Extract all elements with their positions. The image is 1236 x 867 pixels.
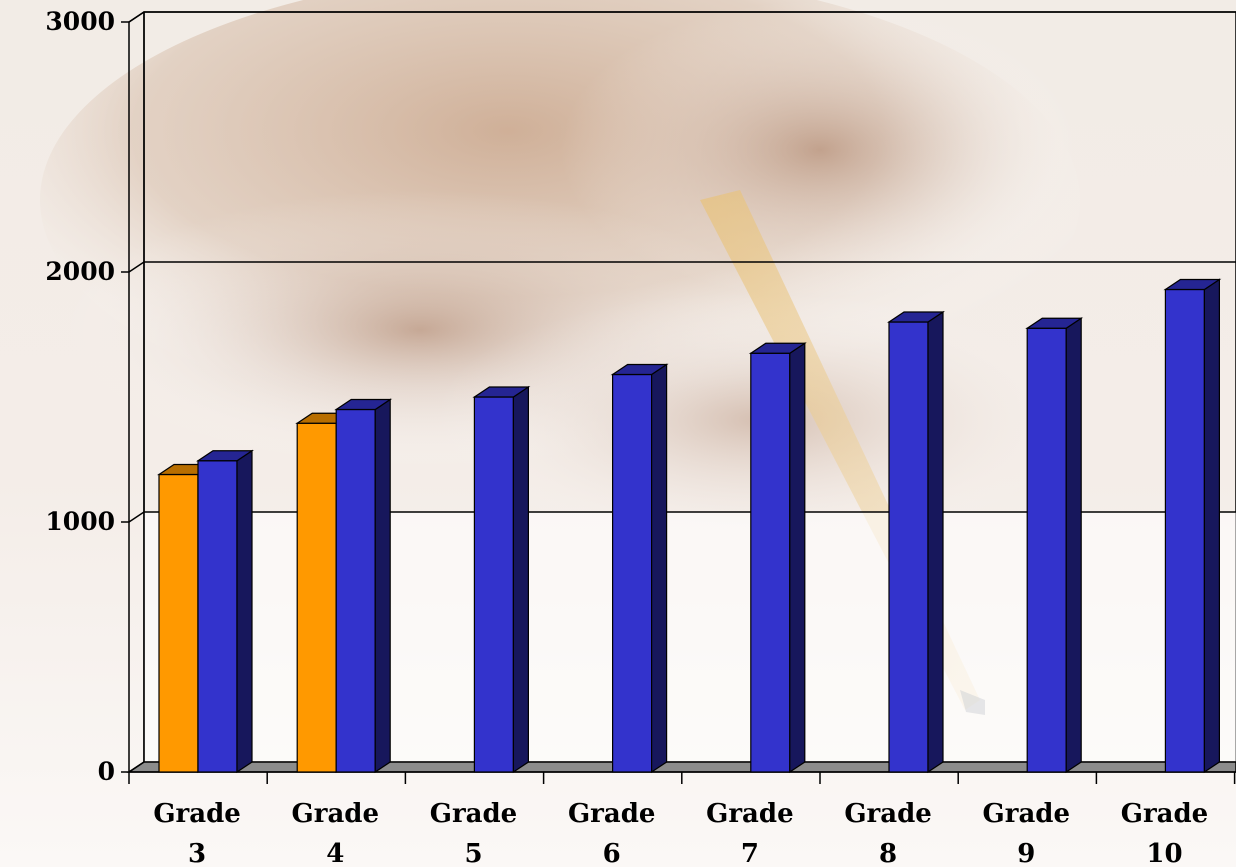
bar-front xyxy=(158,473,199,773)
x-tick-label-line: 10 xyxy=(1146,839,1182,867)
bar-side xyxy=(927,310,944,774)
x-tick-label-line: 4 xyxy=(326,839,344,867)
bar xyxy=(334,398,393,774)
y-tick-label: 1000 xyxy=(45,507,115,536)
bar-top xyxy=(334,398,393,411)
bar-top xyxy=(610,363,669,376)
bar-top xyxy=(1163,278,1222,291)
x-tick-label-line: 3 xyxy=(188,839,206,867)
x-tick-label-line: Grade xyxy=(153,799,240,829)
x-tick-label-line: 6 xyxy=(603,839,621,867)
bar-side xyxy=(1203,278,1221,774)
bar-top xyxy=(748,342,807,354)
bar xyxy=(887,310,945,774)
y-tick-label: 2000 xyxy=(45,257,115,286)
y-tick-depth xyxy=(128,261,145,273)
bar-front xyxy=(296,422,337,773)
y-tick-depth xyxy=(128,511,145,523)
bar-side xyxy=(236,449,253,774)
bar xyxy=(1025,317,1084,774)
x-tick-label: Grade 3 xyxy=(153,799,240,867)
x-tick-label: Grade 5 xyxy=(430,799,517,867)
x-tick-label-line: Grade xyxy=(430,799,517,829)
x-tick-label-line: Grade xyxy=(292,799,379,829)
bar xyxy=(610,363,669,774)
x-tick-label: Grade 7 xyxy=(706,799,793,867)
x-tick-label: Grade 8 xyxy=(844,799,931,867)
bar-top xyxy=(1025,317,1084,329)
bar-top xyxy=(196,450,254,462)
bar-side xyxy=(374,398,391,774)
x-tick-label-line: Grade xyxy=(568,799,655,829)
bar-front xyxy=(1164,288,1206,773)
bar-front xyxy=(888,321,929,773)
bar-top xyxy=(887,311,945,323)
bar-front xyxy=(611,373,653,773)
x-tick-label: Grade 10 xyxy=(1121,799,1208,867)
y-tick-label: 3000 xyxy=(45,7,115,36)
x-tick-label-line: 7 xyxy=(741,839,759,867)
x-tick-label: Grade 4 xyxy=(292,799,379,867)
bar-front xyxy=(335,408,376,773)
bar xyxy=(748,342,807,774)
x-tick-label-line: Grade xyxy=(983,799,1070,829)
bar-side xyxy=(512,385,530,774)
bar-side xyxy=(789,342,806,774)
y-tick-depth xyxy=(128,761,145,773)
bar xyxy=(1163,278,1222,774)
bar-front xyxy=(197,460,238,773)
bar-front xyxy=(1026,327,1067,773)
bar xyxy=(196,449,254,774)
y-tick-label: 0 xyxy=(98,757,115,786)
x-tick-label: Grade 9 xyxy=(983,799,1070,867)
x-tick-label-line: Grade xyxy=(706,799,793,829)
x-tick-label-line: 8 xyxy=(879,839,897,867)
x-tick-label-line: 9 xyxy=(1017,839,1035,867)
x-tick-label: Grade 6 xyxy=(568,799,655,867)
bar-side xyxy=(650,363,668,774)
x-tick-label-line: Grade xyxy=(844,799,931,829)
bar-front xyxy=(473,396,514,773)
x-tick-label-line: Grade xyxy=(1121,799,1208,829)
x-tick-label-line: 5 xyxy=(464,839,482,867)
bar-front xyxy=(750,352,791,773)
bar-top xyxy=(472,386,531,398)
bar xyxy=(472,385,531,774)
y-tick-depth xyxy=(128,11,145,23)
bar-side xyxy=(1065,317,1082,774)
